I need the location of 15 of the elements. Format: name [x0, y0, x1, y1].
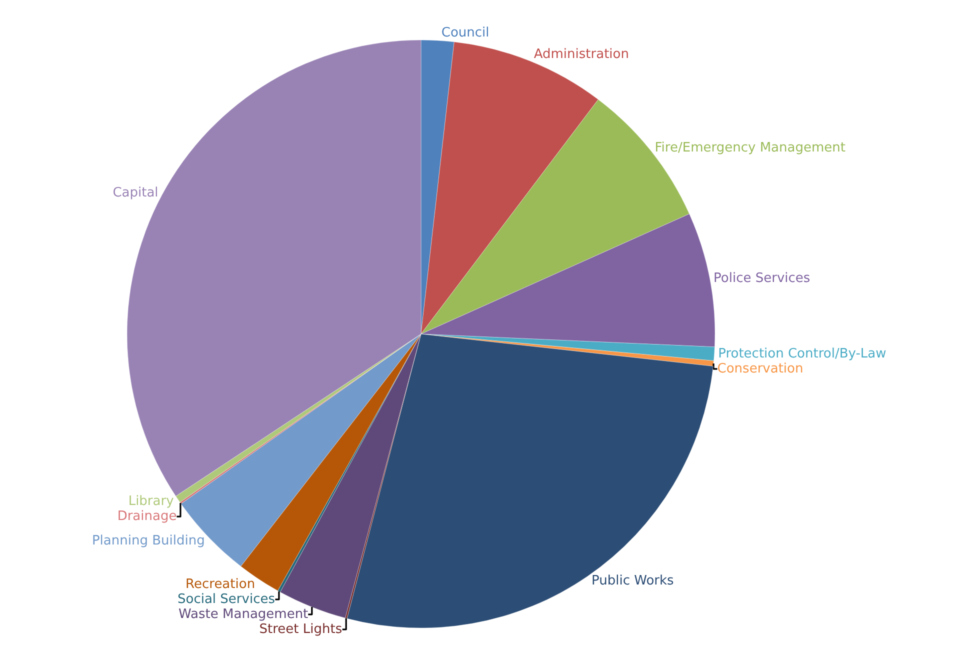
slice-label: Street Lights: [259, 622, 342, 637]
slice-label: Fire/Emergency Management: [654, 140, 846, 156]
slice-label: Police Services: [714, 271, 810, 286]
slice-label: Council: [441, 25, 490, 40]
slice-label: Conservation: [717, 361, 804, 376]
slice-label: Recreation: [186, 576, 256, 592]
slice-label: Library: [128, 494, 174, 510]
slice-label: Planning Building: [92, 533, 205, 548]
slice-label: Protection Control/By-Law: [718, 346, 887, 362]
slice-label: Administration: [534, 47, 629, 62]
slice-label: Social Services: [177, 592, 276, 607]
slice-label: Public Works: [592, 574, 674, 589]
slice-label: Capital: [112, 186, 158, 201]
slice-label: Waste Management: [178, 606, 308, 622]
slice-label: Drainage: [117, 509, 177, 524]
